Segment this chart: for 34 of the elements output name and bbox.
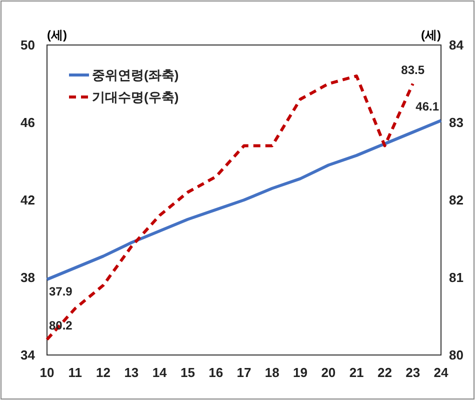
data-label: 80.2 xyxy=(49,318,73,332)
data-label: 83.5 xyxy=(401,62,425,77)
y-tick-label: 50 xyxy=(20,38,35,53)
x-tick-label: 17 xyxy=(236,365,252,380)
y-tick-label: 46 xyxy=(20,115,35,130)
y2-tick-label: 83 xyxy=(449,115,464,130)
line-series xyxy=(46,119,442,281)
x-tick-label: 20 xyxy=(321,365,336,380)
y2-tick-label: 80 xyxy=(449,348,464,363)
x-tick-label: 11 xyxy=(68,365,82,380)
legend-label: 중위연령(좌축) xyxy=(92,68,179,83)
y2-tick-label: 84 xyxy=(449,38,464,53)
x-tick-label: 19 xyxy=(293,365,308,380)
y-tick-label: 38 xyxy=(20,270,35,286)
x-tick-label: 16 xyxy=(208,365,224,380)
x-tick-label: 21 xyxy=(349,365,364,380)
x-tick-label: 14 xyxy=(152,365,168,380)
x-tick-label: 24 xyxy=(434,365,449,380)
y-axis-title: (세) xyxy=(47,28,67,42)
y2-tick-label: 81 xyxy=(449,270,464,286)
x-tick-label: 12 xyxy=(96,365,111,380)
data-label: 46.1 xyxy=(416,100,440,114)
x-tick-label: 15 xyxy=(180,365,195,380)
x-tick-label: 13 xyxy=(124,365,139,380)
legend-label: 기대수명(우축) xyxy=(92,90,179,105)
y2-tick-label: 82 xyxy=(449,192,464,208)
x-tick-label: 22 xyxy=(377,365,392,380)
y-tick-label: 42 xyxy=(20,192,35,208)
data-label: 37.9 xyxy=(49,284,73,298)
x-tick-label: 18 xyxy=(264,365,280,380)
y2-axis-title: (세) xyxy=(421,28,441,42)
y-tick-label: 34 xyxy=(20,348,36,363)
x-tick-label: 10 xyxy=(40,365,54,380)
x-tick-label: 23 xyxy=(406,365,420,380)
